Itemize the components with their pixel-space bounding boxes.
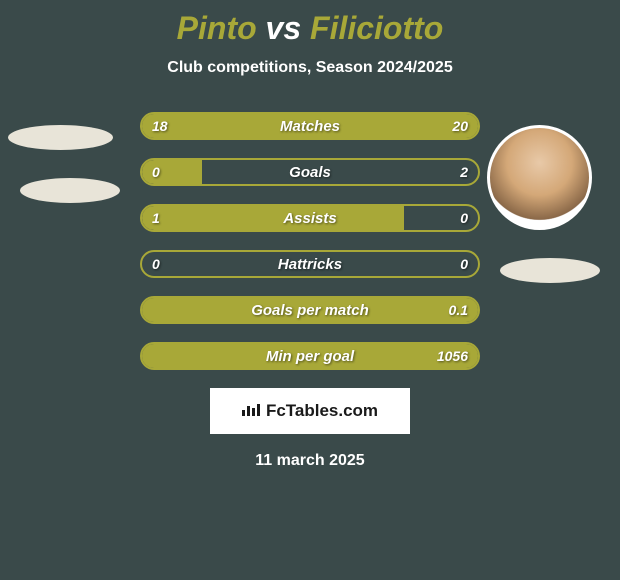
source-logo: FcTables.com bbox=[210, 388, 410, 434]
stat-label: Assists bbox=[142, 206, 478, 230]
stat-row: 1Assists0 bbox=[140, 204, 480, 232]
stat-row: 18Matches20 bbox=[140, 112, 480, 140]
stat-label: Min per goal bbox=[142, 344, 478, 368]
stat-label: Hattricks bbox=[142, 252, 478, 276]
source-text: FcTables.com bbox=[266, 401, 378, 421]
stat-right-value: 0 bbox=[460, 206, 468, 230]
player2-avatar bbox=[487, 125, 592, 230]
stat-right-value: 0.1 bbox=[449, 298, 468, 322]
stat-row: 0Hattricks0 bbox=[140, 250, 480, 278]
stats-bars: 18Matches200Goals21Assists00Hattricks0Go… bbox=[140, 112, 480, 370]
comparison-card: Pinto vs Filiciotto Club competitions, S… bbox=[0, 0, 620, 580]
player2-name: Filiciotto bbox=[310, 10, 443, 46]
subtitle: Club competitions, Season 2024/2025 bbox=[0, 59, 620, 77]
chart-icon bbox=[242, 402, 260, 421]
stat-right-value: 2 bbox=[460, 160, 468, 184]
stat-row: Goals per match0.1 bbox=[140, 296, 480, 324]
player1-badge-shape bbox=[20, 178, 120, 203]
player1-avatar-shape bbox=[8, 125, 113, 150]
stat-label: Goals bbox=[142, 160, 478, 184]
player2-badge-shape bbox=[500, 258, 600, 283]
page-title: Pinto vs Filiciotto bbox=[0, 10, 620, 47]
stat-right-value: 0 bbox=[460, 252, 468, 276]
stat-row: Min per goal1056 bbox=[140, 342, 480, 370]
player1-name: Pinto bbox=[177, 10, 257, 46]
date-label: 11 march 2025 bbox=[0, 452, 620, 470]
stat-label: Matches bbox=[142, 114, 478, 138]
stat-right-value: 20 bbox=[452, 114, 468, 138]
vs-label: vs bbox=[266, 10, 302, 46]
stat-label: Goals per match bbox=[142, 298, 478, 322]
stat-right-value: 1056 bbox=[437, 344, 468, 368]
stat-row: 0Goals2 bbox=[140, 158, 480, 186]
